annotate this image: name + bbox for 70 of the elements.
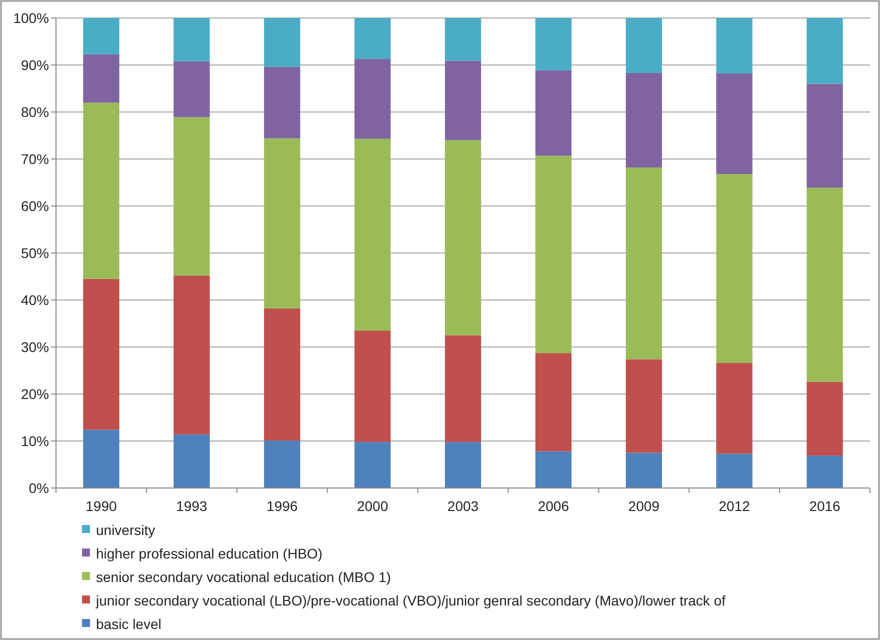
bar <box>83 278 120 430</box>
y-tick-label: 70% <box>20 150 49 167</box>
bar <box>354 18 391 59</box>
bar <box>806 456 843 488</box>
bar <box>83 102 120 279</box>
x-tick-label: 2009 <box>628 498 660 514</box>
bar <box>354 442 391 488</box>
bar <box>174 117 210 276</box>
legend-label: junior secondary vocational (LBO)/pre-vocational (VBO)/junior genral secondary (Mavo)/lower track of <box>95 592 726 608</box>
bar <box>626 72 662 168</box>
bar <box>444 335 482 442</box>
bar <box>354 138 391 331</box>
y-tick-label: 60% <box>20 198 49 214</box>
bar <box>806 84 843 188</box>
y-tick-label: 0% <box>28 480 49 496</box>
bar <box>535 156 572 354</box>
y-tick-label: 40% <box>20 292 49 308</box>
bar <box>716 73 752 174</box>
bar <box>83 18 120 54</box>
bar <box>716 454 752 488</box>
bar <box>83 430 120 488</box>
bar <box>535 18 572 70</box>
x-tick-label: 1990 <box>86 498 117 514</box>
bar <box>264 138 300 308</box>
y-tick-label: 20% <box>20 386 49 402</box>
legend-label: university <box>96 522 156 538</box>
bar <box>354 330 391 442</box>
bar <box>535 451 572 488</box>
y-tick-label: 80% <box>20 104 49 120</box>
bar <box>174 276 210 434</box>
x-tick-label: 2000 <box>356 498 388 514</box>
bar <box>806 18 843 84</box>
x-tick-label: 1996 <box>266 498 298 514</box>
bar <box>174 18 210 62</box>
y-tick-label: 30% <box>20 338 49 355</box>
bar <box>354 58 391 139</box>
bar <box>264 18 300 67</box>
bar <box>174 434 210 488</box>
bar <box>444 442 482 488</box>
bar <box>626 18 662 73</box>
legend-label: senior secondary vocational education (MBO 1) <box>96 568 391 585</box>
bar <box>806 382 843 456</box>
y-tick-label: 50% <box>20 244 49 261</box>
bar <box>806 188 843 382</box>
bar <box>444 18 482 61</box>
x-tick-label: 2016 <box>809 498 841 514</box>
x-tick-label: 2006 <box>538 498 570 514</box>
legend-label: higher professional education (HBO) <box>96 545 322 562</box>
x-tick-label: 2012 <box>718 498 750 514</box>
y-tick-label: 10% <box>20 432 49 449</box>
bar <box>444 140 482 336</box>
bar <box>716 174 752 363</box>
bar <box>626 452 662 488</box>
bar <box>716 362 752 454</box>
bar <box>535 70 572 156</box>
bar <box>716 18 752 74</box>
bar <box>535 353 572 452</box>
legend-label: basic level <box>96 616 162 632</box>
bar <box>626 359 662 453</box>
bar <box>174 61 210 118</box>
bar <box>264 66 300 138</box>
x-tick-label: 2003 <box>447 498 479 514</box>
bar <box>264 440 300 488</box>
y-tick-label: 100% <box>13 10 49 26</box>
bar <box>626 167 662 360</box>
bar <box>83 54 120 103</box>
x-tick-label: 1993 <box>176 498 208 514</box>
y-tick-label: 90% <box>20 56 49 73</box>
bar <box>444 60 482 140</box>
bar <box>264 308 300 441</box>
